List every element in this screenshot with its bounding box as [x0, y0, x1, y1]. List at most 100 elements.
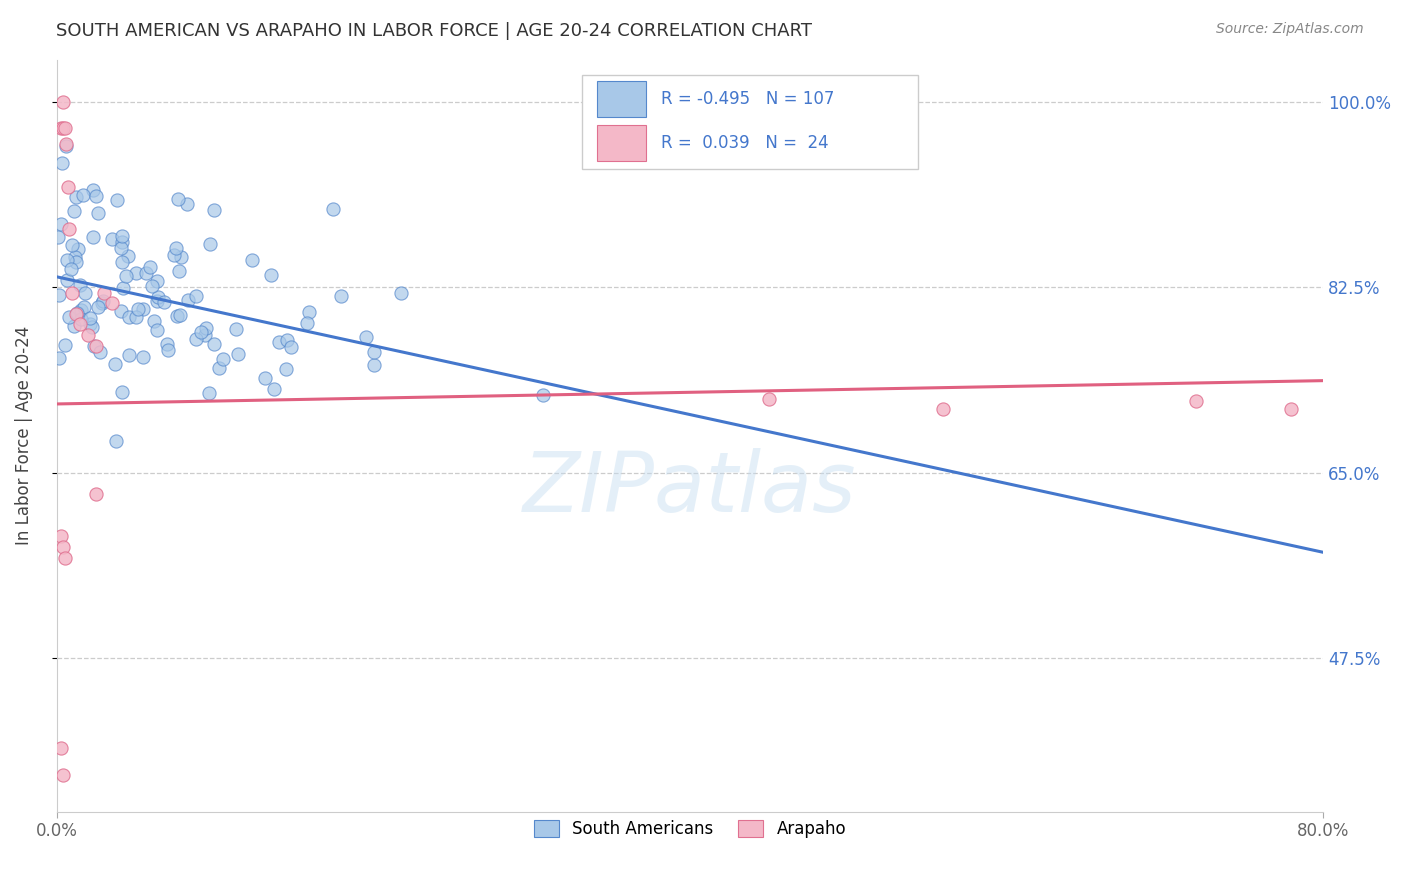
Point	[52, 540, 75, 554]
Point	[932, 402, 955, 417]
Point	[253, 371, 276, 385]
Point	[53, 550, 76, 565]
Point	[110, 304, 132, 318]
Point	[65, 189, 87, 203]
Point	[156, 337, 179, 351]
Point	[276, 333, 298, 347]
Point	[389, 285, 412, 300]
Point	[156, 343, 179, 357]
Point	[104, 357, 127, 371]
Point	[166, 192, 188, 206]
Point	[135, 266, 157, 280]
Point	[125, 266, 148, 280]
Point	[112, 281, 135, 295]
Text: R = -0.495   N = 107: R = -0.495 N = 107	[661, 90, 834, 108]
Point	[240, 253, 263, 268]
Point	[111, 235, 134, 250]
Point	[82, 183, 104, 197]
Point	[165, 241, 187, 255]
Point	[170, 250, 193, 264]
Point	[82, 319, 104, 334]
Point	[167, 264, 190, 278]
Point	[1185, 393, 1208, 408]
Point	[207, 361, 229, 376]
Point	[48, 288, 70, 302]
Point	[70, 312, 93, 326]
Text: ZIPatlas: ZIPatlas	[523, 448, 856, 529]
Point	[89, 344, 111, 359]
Point	[131, 301, 153, 316]
Point	[177, 293, 200, 307]
Text: R =  0.039   N =  24: R = 0.039 N = 24	[661, 135, 828, 153]
Point	[105, 434, 128, 449]
Point	[758, 392, 780, 406]
Point	[225, 321, 247, 335]
Point	[55, 139, 77, 153]
Y-axis label: In Labor Force | Age 20-24: In Labor Force | Age 20-24	[15, 326, 32, 545]
Point	[295, 316, 318, 330]
Point	[58, 310, 80, 324]
Point	[66, 305, 89, 319]
Point	[125, 310, 148, 325]
Point	[83, 338, 105, 352]
Point	[114, 268, 136, 283]
Point	[55, 137, 77, 152]
Point	[118, 348, 141, 362]
Point	[91, 293, 114, 308]
Point	[87, 206, 110, 220]
Point	[90, 295, 112, 310]
Point	[67, 242, 90, 256]
Point	[63, 319, 86, 334]
Point	[267, 334, 290, 349]
Point	[153, 295, 176, 310]
Point	[58, 222, 80, 236]
Point	[202, 203, 225, 218]
Point	[330, 289, 353, 303]
Point	[110, 229, 132, 244]
Point	[1281, 402, 1303, 417]
Point	[82, 229, 104, 244]
Point	[531, 388, 554, 402]
Bar	[598, 126, 645, 161]
Point	[298, 305, 321, 319]
Point	[65, 250, 87, 264]
Point	[195, 321, 218, 335]
Text: SOUTH AMERICAN VS ARAPAHO IN LABOR FORCE | AGE 20-24 CORRELATION CHART: SOUTH AMERICAN VS ARAPAHO IN LABOR FORCE…	[56, 22, 813, 40]
Point	[363, 345, 385, 359]
Point	[51, 156, 73, 170]
Point	[73, 300, 96, 314]
Point	[146, 293, 169, 308]
Point	[105, 193, 128, 207]
Point	[69, 277, 91, 292]
Point	[101, 296, 124, 310]
Point	[51, 121, 73, 136]
FancyBboxPatch shape	[582, 75, 918, 169]
Point	[141, 279, 163, 293]
Point	[139, 260, 162, 274]
Point	[46, 229, 69, 244]
Point	[62, 285, 84, 300]
Point	[184, 289, 207, 303]
Point	[190, 325, 212, 339]
Legend: South Americans, Arapaho: South Americans, Arapaho	[527, 814, 853, 845]
Point	[79, 317, 101, 331]
Point	[53, 338, 76, 352]
Point	[84, 339, 107, 353]
Point	[263, 382, 285, 396]
Point	[363, 358, 385, 372]
Point	[77, 328, 100, 343]
Point	[110, 384, 132, 399]
Point	[93, 285, 115, 300]
Point	[169, 308, 191, 322]
Point	[51, 741, 73, 756]
Bar	[598, 81, 645, 117]
Point	[51, 529, 73, 543]
Point	[127, 301, 149, 316]
Point	[176, 196, 198, 211]
Point	[212, 352, 235, 367]
Point	[146, 274, 169, 288]
Point	[52, 121, 75, 136]
Point	[84, 487, 107, 501]
Point	[56, 253, 79, 268]
Point	[198, 237, 221, 252]
